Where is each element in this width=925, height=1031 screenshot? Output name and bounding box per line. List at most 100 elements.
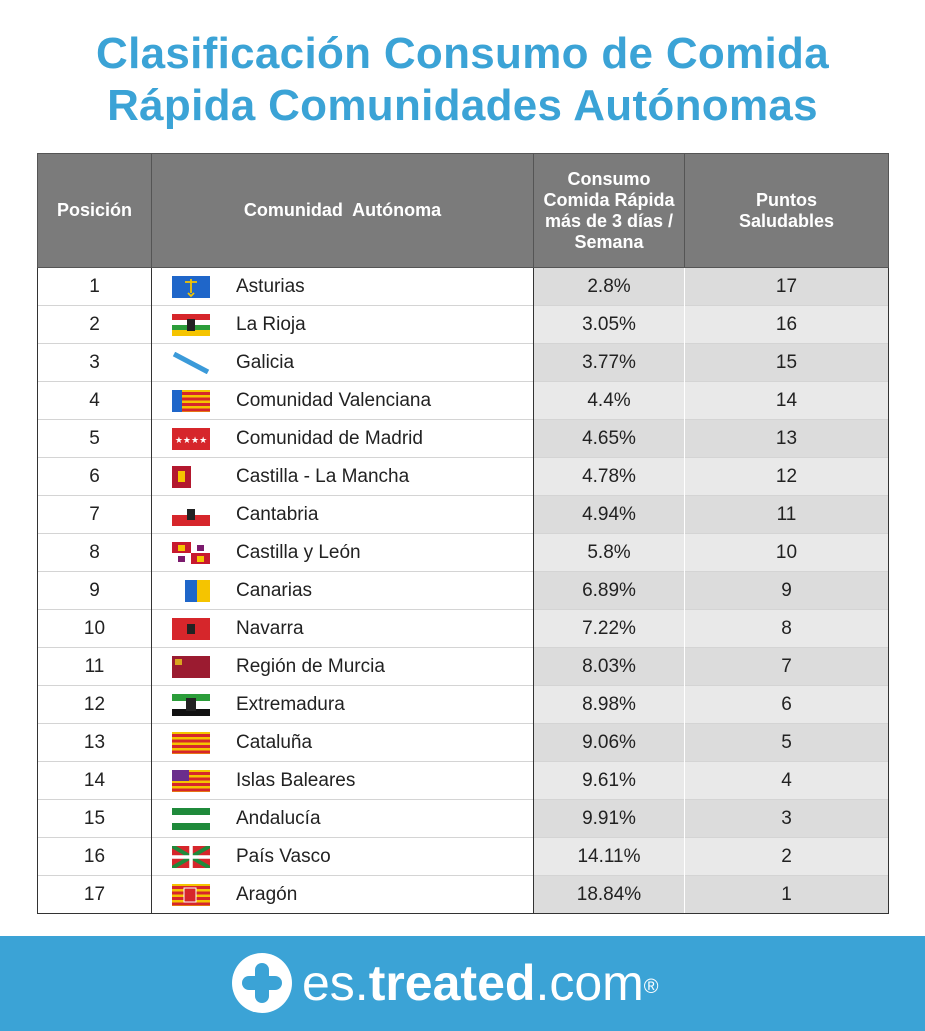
row-points: 9 bbox=[684, 571, 889, 610]
row-position: 7 bbox=[37, 495, 152, 534]
community-name: Asturias bbox=[236, 275, 305, 297]
galicia-flag-icon bbox=[172, 351, 210, 374]
row-position: 3 bbox=[37, 343, 152, 382]
row-points: 17 bbox=[684, 267, 889, 306]
row-points: 14 bbox=[684, 381, 889, 420]
canarias-flag-icon bbox=[172, 579, 210, 602]
table-row: 2 La Rioja 3.05% 16 bbox=[37, 305, 889, 344]
community-name: Castilla - La Mancha bbox=[236, 465, 410, 487]
row-community: Cantabria bbox=[151, 495, 534, 534]
community-name: Comunidad Valenciana bbox=[236, 389, 432, 411]
row-consumption: 8.03% bbox=[533, 647, 685, 686]
row-points: 3 bbox=[684, 799, 889, 838]
andalucia-flag-icon bbox=[172, 807, 210, 830]
row-consumption: 5.8% bbox=[533, 533, 685, 572]
row-community: Aragón bbox=[151, 875, 534, 914]
row-consumption: 4.4% bbox=[533, 381, 685, 420]
row-position: 14 bbox=[37, 761, 152, 800]
community-name: País Vasco bbox=[236, 845, 331, 867]
table-header-row: Posición Comunidad Autónoma Consumo Comi… bbox=[37, 153, 889, 268]
aragon-flag-icon bbox=[172, 883, 210, 906]
row-points: 11 bbox=[684, 495, 889, 534]
row-community: Castilla y León bbox=[151, 533, 534, 572]
row-position: 1 bbox=[37, 267, 152, 306]
community-name: Región de Murcia bbox=[236, 655, 385, 677]
page-title: Clasificación Consumo de Comida Rápida C… bbox=[0, 28, 925, 132]
title-line-2: Rápida Comunidades Autónomas bbox=[107, 81, 818, 130]
row-community: Canarias bbox=[151, 571, 534, 610]
community-name: Galicia bbox=[236, 351, 295, 373]
row-community: País Vasco bbox=[151, 837, 534, 876]
row-community: Navarra bbox=[151, 609, 534, 648]
community-name: Cataluña bbox=[236, 731, 313, 753]
row-consumption: 4.65% bbox=[533, 419, 685, 458]
row-points: 10 bbox=[684, 533, 889, 572]
table-row: 9 Canarias 6.89% 9 bbox=[37, 571, 889, 610]
row-consumption: 14.11% bbox=[533, 837, 685, 876]
table-row: 8 Castilla y León 5.8% 10 bbox=[37, 533, 889, 572]
community-name: Extremadura bbox=[236, 693, 345, 715]
footer-banner: es.treated.com® bbox=[0, 936, 925, 1031]
row-position: 2 bbox=[37, 305, 152, 344]
row-consumption: 7.22% bbox=[533, 609, 685, 648]
community-name: La Rioja bbox=[236, 313, 306, 335]
row-points: 2 bbox=[684, 837, 889, 876]
row-community: Extremadura bbox=[151, 685, 534, 724]
castilla-la-mancha-flag-icon bbox=[172, 465, 210, 488]
table-row: 14 Islas Baleares 9.61% 4 bbox=[37, 761, 889, 800]
row-points: 12 bbox=[684, 457, 889, 496]
table-row: 7 Cantabria 4.94% 11 bbox=[37, 495, 889, 534]
row-points: 4 bbox=[684, 761, 889, 800]
table-row: 1 Asturias 2.8% 17 bbox=[37, 267, 889, 306]
row-consumption: 9.91% bbox=[533, 799, 685, 838]
row-position: 4 bbox=[37, 381, 152, 420]
row-consumption: 18.84% bbox=[533, 875, 685, 914]
table-row: 3 Galicia 3.77% 15 bbox=[37, 343, 889, 382]
row-community: Asturias bbox=[151, 267, 534, 306]
row-community: Comunidad Valenciana bbox=[151, 381, 534, 420]
table-row: 16 País Vasco 14.11% 2 bbox=[37, 837, 889, 876]
row-community: La Rioja bbox=[151, 305, 534, 344]
header-position: Posición bbox=[37, 153, 152, 268]
row-points: 6 bbox=[684, 685, 889, 724]
table-row: 5 ★★★★ Comunidad de Madrid 4.65% 13 bbox=[37, 419, 889, 458]
table-row: 17 Aragón 18.84% 1 bbox=[37, 875, 889, 914]
row-community: Castilla - La Mancha bbox=[151, 457, 534, 496]
table-row: 10 Navarra 7.22% 8 bbox=[37, 609, 889, 648]
row-points: 15 bbox=[684, 343, 889, 382]
community-name: Andalucía bbox=[236, 807, 321, 829]
row-points: 16 bbox=[684, 305, 889, 344]
row-community: Galicia bbox=[151, 343, 534, 382]
cantabria-flag-icon bbox=[172, 503, 210, 526]
table-row: 12 Extremadura 8.98% 6 bbox=[37, 685, 889, 724]
brand-logo[interactable]: es.treated.com® bbox=[232, 952, 659, 1014]
valencia-flag-icon bbox=[172, 389, 210, 412]
madrid-flag-icon: ★★★★ bbox=[172, 427, 210, 450]
row-community: Islas Baleares bbox=[151, 761, 534, 800]
row-consumption: 9.61% bbox=[533, 761, 685, 800]
header-consumption: Consumo Comida Rápida más de 3 días / Se… bbox=[533, 153, 685, 268]
row-position: 5 bbox=[37, 419, 152, 458]
row-points: 5 bbox=[684, 723, 889, 762]
ranking-table: Posición Comunidad Autónoma Consumo Comi… bbox=[37, 153, 889, 914]
murcia-flag-icon bbox=[172, 655, 210, 678]
row-community: ★★★★ Comunidad de Madrid bbox=[151, 419, 534, 458]
community-name: Cantabria bbox=[236, 503, 319, 525]
table-row: 6 Castilla - La Mancha 4.78% 12 bbox=[37, 457, 889, 496]
header-points: Puntos Saludables bbox=[684, 153, 889, 268]
row-consumption: 4.78% bbox=[533, 457, 685, 496]
plus-circle-logo-icon bbox=[232, 953, 292, 1013]
table-row: 13 Cataluña 9.06% 5 bbox=[37, 723, 889, 762]
title-line-1: Clasificación Consumo de Comida bbox=[96, 29, 829, 78]
community-name: Aragón bbox=[236, 883, 298, 905]
la-rioja-flag-icon bbox=[172, 313, 210, 336]
row-consumption: 4.94% bbox=[533, 495, 685, 534]
table-row: 11 Región de Murcia 8.03% 7 bbox=[37, 647, 889, 686]
community-name: Islas Baleares bbox=[236, 769, 356, 791]
table-row: 15 Andalucía 9.91% 3 bbox=[37, 799, 889, 838]
row-position: 8 bbox=[37, 533, 152, 572]
row-position: 16 bbox=[37, 837, 152, 876]
row-consumption: 6.89% bbox=[533, 571, 685, 610]
row-community: Cataluña bbox=[151, 723, 534, 762]
row-consumption: 9.06% bbox=[533, 723, 685, 762]
